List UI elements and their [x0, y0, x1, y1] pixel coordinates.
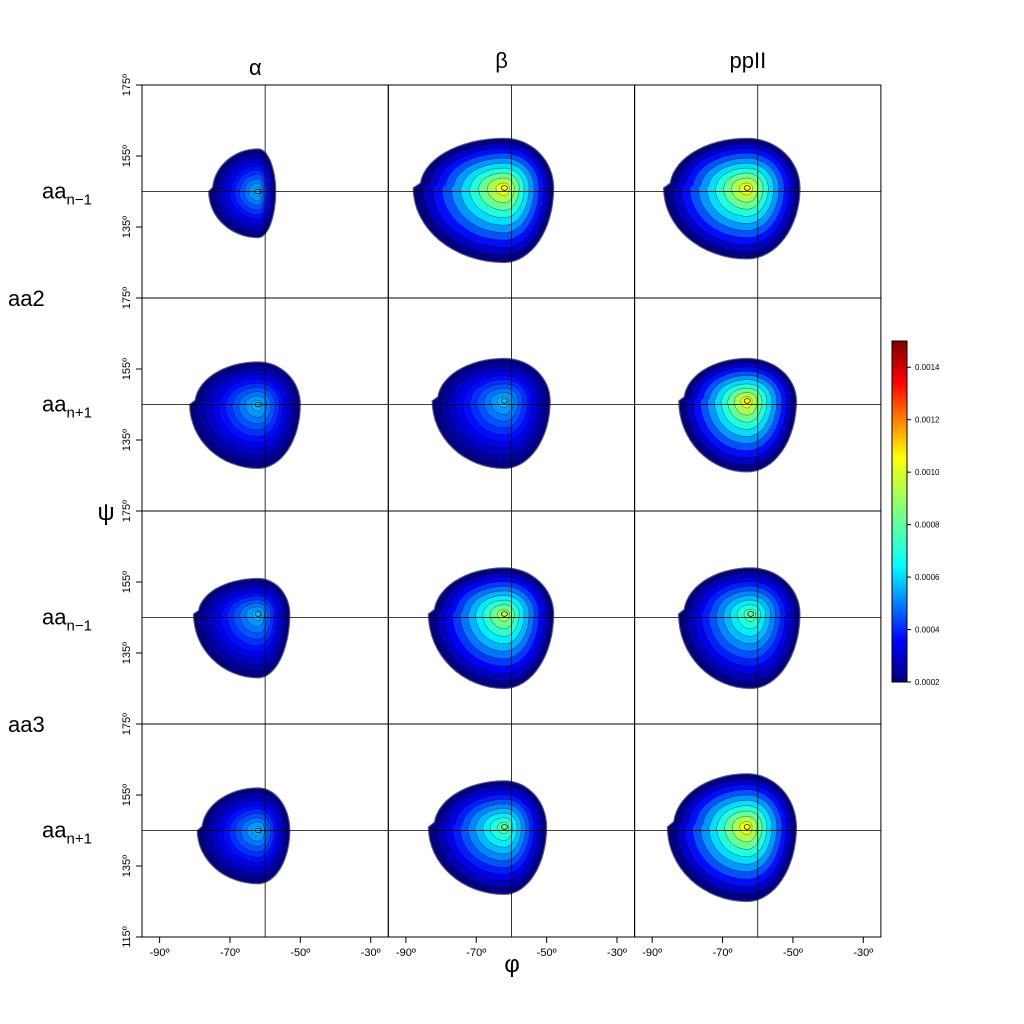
colorbar-tick-label: 0.0008	[915, 521, 940, 530]
colorbar: 0.0002 0.0004 0.0006 0.0008 0.0010 0.0012 0.00…	[891, 340, 940, 687]
panels-layer	[189, 137, 801, 903]
x-tick-label: -30º	[607, 947, 627, 959]
column-title: ppII	[730, 48, 767, 73]
labels-layer: α β ppII aan−1 aan+1 aa2 aan−1 aan+1 aa3 φ ψ	[8, 48, 766, 978]
density-panel	[431, 357, 551, 470]
x-tick-label: -30º	[361, 947, 381, 959]
column-title: α	[249, 55, 262, 80]
density-panel	[208, 148, 277, 239]
y-tick-label: 135º	[121, 855, 133, 877]
y-tick-label: 135º	[121, 216, 133, 238]
density-peak-marker	[501, 824, 508, 830]
colorbar-gradient	[891, 340, 908, 683]
density-panel	[662, 137, 801, 260]
x-tick-label: -90º	[396, 947, 416, 959]
y-tick-label: 135º	[121, 429, 133, 451]
density-peak-marker	[743, 824, 751, 830]
colorbar-tick-label: 0.0006	[915, 573, 940, 582]
density-peak-marker	[501, 611, 508, 617]
density-panel	[666, 773, 798, 903]
density-peak-marker	[501, 398, 508, 404]
x-tick-label: -70º	[713, 947, 733, 959]
row-label: aan−1	[42, 605, 92, 635]
row-label: aan+1	[42, 392, 92, 422]
y-tick-label: 155º	[121, 358, 133, 380]
y-tick-label: 175º	[121, 713, 133, 735]
density-panel	[677, 567, 801, 690]
density-peak-marker	[743, 398, 751, 404]
density-peak-marker	[501, 185, 508, 191]
y-tick-label: 155º	[121, 571, 133, 593]
y-tick-label: 175º	[121, 287, 133, 309]
x-tick-label: -50º	[290, 947, 310, 959]
x-tick-label: -70º	[466, 947, 486, 959]
colorbar-tick-label: 0.0010	[915, 468, 940, 477]
density-panel	[427, 780, 548, 896]
density-panel	[427, 567, 555, 690]
density-contour	[497, 396, 510, 408]
row-group-label: aa3	[8, 712, 45, 737]
y-tick-label: 155º	[121, 145, 133, 167]
row-group-label: aa2	[8, 286, 45, 311]
column-title: β	[495, 48, 508, 73]
y-tick-label: 155º	[121, 784, 133, 806]
density-peak-marker	[254, 611, 262, 617]
x-tick-label: -90º	[150, 947, 170, 959]
density-panel	[196, 787, 291, 885]
x-axis-label: φ	[504, 951, 520, 978]
y-tick-label: 115º	[121, 926, 133, 948]
y-tick-label: 135º	[121, 642, 133, 664]
colorbar-tick-label: 0.0014	[915, 363, 940, 372]
x-tick-label: -50º	[537, 947, 557, 959]
x-tick-label: -90º	[642, 947, 662, 959]
x-tick-label: -70º	[220, 947, 240, 959]
colorbar-tick-label: 0.0002	[915, 678, 940, 687]
x-tick-label: -50º	[783, 947, 803, 959]
y-axis-label: ψ	[97, 499, 114, 526]
row-label: aan+1	[42, 818, 92, 848]
density-panel	[192, 577, 291, 679]
density-contour	[740, 396, 753, 409]
x-tick-label: -30º	[853, 947, 873, 959]
colorbar-tick-label: 0.0004	[915, 626, 940, 635]
colorbar-tick-label: 0.0012	[915, 416, 940, 425]
y-tick-label: 175º	[121, 74, 133, 96]
density-panel	[412, 137, 555, 264]
density-peak-marker	[747, 611, 755, 617]
density-panel	[678, 357, 798, 473]
density-peak-marker	[743, 185, 751, 191]
row-label: aan−1	[42, 179, 92, 209]
density-panel	[189, 361, 301, 470]
y-tick-label: 175º	[121, 500, 133, 522]
axes-layer: -90º -70º -50º -30º -90º -70º -50º -30º -90º -70º…	[121, 74, 882, 959]
